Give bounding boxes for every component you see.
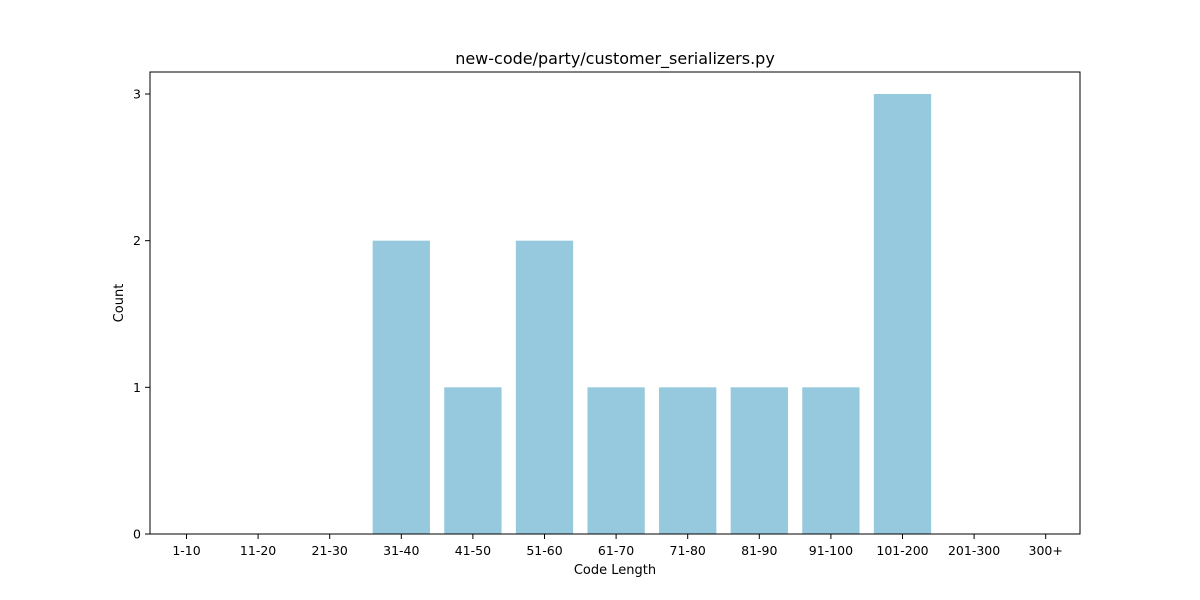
bars <box>372 94 932 535</box>
bar-61-70 <box>587 387 645 534</box>
x-tick-label: 300+ <box>1029 543 1063 558</box>
x-tick-label: 61-70 <box>598 543 634 558</box>
chart-title: new-code/party/customer_serializers.py <box>455 49 775 69</box>
bar-81-90 <box>730 387 788 534</box>
bar-91-100 <box>802 387 860 534</box>
plot-frame <box>149 71 1081 535</box>
x-axis-label: Code Length <box>574 563 656 578</box>
x-tick-label: 31-40 <box>383 543 419 558</box>
y-tick-label: 3 <box>133 87 141 102</box>
x-tick-label: 41-50 <box>455 543 491 558</box>
y-tick-label: 0 <box>133 527 141 542</box>
x-tick-label: 11-20 <box>240 543 276 558</box>
bar-31-40 <box>372 240 430 535</box>
y-tick-label: 2 <box>133 233 141 248</box>
x-axis: 1-10 11-20 21-30 31-40 41-50 51-60 61-70 71-80 8… <box>172 534 1063 558</box>
y-axis-label: Count <box>112 284 127 323</box>
x-tick-label: 21-30 <box>312 543 348 558</box>
x-tick-label: 101-200 <box>876 543 928 558</box>
x-tick-label: 71-80 <box>670 543 706 558</box>
bar-71-80 <box>659 387 717 534</box>
y-tick-label: 1 <box>133 380 141 395</box>
y-axis: 0 1 2 3 <box>133 87 150 542</box>
x-tick-label: 91-100 <box>809 543 853 558</box>
bar-101-200 <box>873 94 932 534</box>
bar-51-60 <box>515 240 574 535</box>
x-tick-label: 1-10 <box>172 543 200 558</box>
x-tick-label: 51-60 <box>526 543 562 558</box>
x-tick-label: 201-300 <box>948 543 1000 558</box>
x-tick-label: 81-90 <box>741 543 777 558</box>
bar-41-50 <box>444 387 502 534</box>
